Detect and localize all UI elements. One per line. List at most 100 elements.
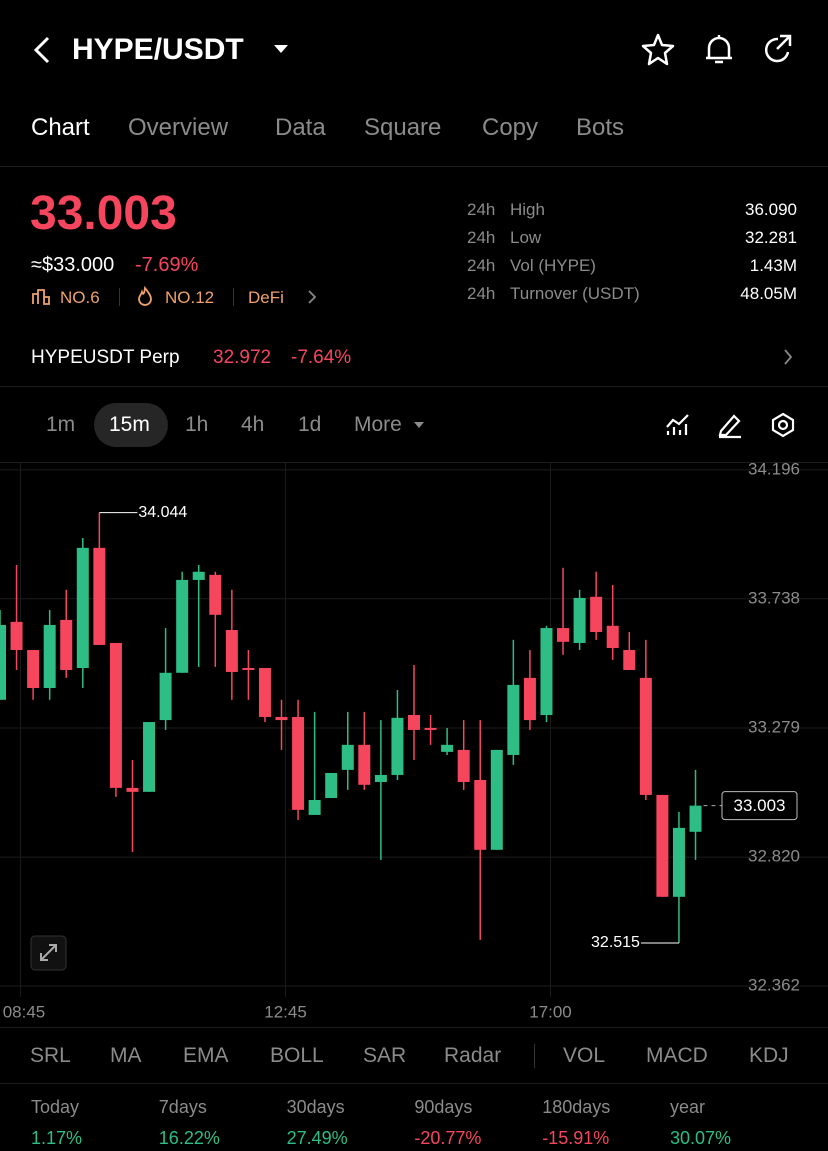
stat-label: Turnover (USDT) [510, 284, 640, 303]
x-tick-label: 12:45 [264, 1002, 307, 1021]
indicator[interactable]: Radar [444, 1044, 502, 1067]
y-tick-label: 32.362 [748, 976, 800, 995]
candle-body [523, 677, 536, 721]
candle-body [540, 628, 553, 716]
candle-body [557, 628, 570, 642]
more-caret[interactable] [413, 420, 425, 430]
timeframe[interactable]: 15m [109, 413, 150, 436]
candle-body [27, 649, 40, 688]
return-value: -15.91% [542, 1128, 610, 1148]
candle-body [93, 547, 106, 645]
candle-body [606, 625, 619, 649]
tab[interactable]: Copy [482, 114, 539, 141]
stat-value: 32.281 [745, 228, 797, 247]
indicator[interactable]: SAR [363, 1044, 407, 1067]
return-value: -20.77% [414, 1128, 482, 1148]
expand-button[interactable] [30, 935, 67, 971]
last-price-box [721, 791, 798, 821]
timeframe-selected [94, 403, 168, 447]
perp-name[interactable]: HYPEUSDT Perp [31, 347, 180, 368]
candle-body [408, 715, 420, 730]
rank[interactable]: NO.6 [60, 288, 100, 307]
candle-body [60, 619, 73, 670]
indicator-icon[interactable] [664, 411, 692, 439]
candle-body [292, 716, 305, 810]
candle-body [590, 596, 603, 632]
x-tick-label: 08:45 [3, 1002, 46, 1021]
candle-body [573, 597, 586, 643]
candle-body [358, 744, 371, 785]
timeframe[interactable]: 1m [46, 413, 76, 436]
divider [534, 1044, 535, 1068]
indicator[interactable]: SRL [30, 1044, 71, 1067]
candle-body [225, 630, 238, 672]
return-value: 27.49% [286, 1128, 348, 1148]
chevron[interactable] [781, 347, 795, 367]
hot-rank[interactable]: NO.12 [165, 288, 215, 307]
return-value: 30.07% [670, 1128, 732, 1148]
candlestick-chart: 34.196 33.738 33.279 32.820 32.362 08:45 12:45… [0, 462, 828, 1021]
candle-body [689, 805, 702, 832]
timeframe[interactable]: 1d [298, 413, 322, 436]
indicator[interactable]: KDJ [749, 1044, 789, 1067]
candle-body [325, 772, 338, 799]
perp-change: -7.64% [291, 347, 352, 368]
indicator[interactable]: EMA [183, 1044, 229, 1067]
chevron[interactable] [305, 288, 319, 306]
candle-body [441, 744, 454, 752]
back-button[interactable] [28, 34, 54, 66]
alert-icon[interactable] [701, 32, 737, 68]
return-period: 30days [286, 1097, 345, 1117]
divider [233, 288, 234, 306]
low-label: 32.515 [591, 934, 640, 951]
tab[interactable]: Data [275, 114, 326, 141]
candle-body [672, 827, 685, 897]
candle-body [109, 642, 122, 788]
candle-body [490, 749, 503, 850]
candle-body [374, 774, 387, 782]
tab[interactable]: Square [364, 114, 442, 141]
indicator[interactable]: BOLL [270, 1044, 324, 1067]
y-tick-label: 34.196 [748, 462, 800, 478]
stat-period: 24h [467, 284, 496, 303]
tab[interactable]: Bots [576, 114, 625, 141]
indicator[interactable]: MA [110, 1044, 142, 1067]
stat-value: 1.43M [749, 256, 797, 275]
timeframe[interactable]: 4h [241, 413, 265, 436]
candle-body [457, 749, 470, 782]
settings-icon[interactable] [769, 411, 797, 439]
draw-icon[interactable] [716, 411, 744, 439]
candle-body [76, 547, 89, 669]
return-value: 16.22% [158, 1128, 220, 1148]
candle-body [275, 716, 288, 721]
candle-body [10, 621, 23, 650]
y-tick-label: 33.738 [748, 588, 800, 607]
usd-price: ≈$33.000 [31, 254, 115, 276]
stat-period: 24h [467, 256, 496, 275]
candle-body [656, 794, 669, 897]
sector[interactable]: DeFi [248, 288, 284, 307]
return-period: Today [31, 1097, 80, 1117]
divider [119, 288, 120, 306]
stat-period: 24h [467, 228, 496, 247]
last-price-label: 33.003 [734, 796, 786, 815]
high-label: 34.044 [138, 504, 187, 521]
dropdown-icon[interactable] [272, 42, 290, 56]
indicator[interactable]: MACD [646, 1044, 708, 1067]
y-tick-label: 32.820 [748, 847, 800, 866]
favorite-icon[interactable] [640, 32, 676, 68]
candle-body [424, 727, 437, 730]
share-icon[interactable] [760, 32, 796, 68]
stat-label: Low [510, 228, 542, 247]
candle-body [623, 649, 636, 670]
pair-title[interactable]: HYPE/USDT [72, 33, 244, 66]
return-period: 180days [542, 1097, 611, 1117]
timeframe[interactable]: 1h [185, 413, 209, 436]
tab[interactable]: Chart [31, 114, 90, 141]
x-tick-label: 17:00 [529, 1002, 572, 1021]
timeframe[interactable]: More [354, 413, 402, 436]
indicator[interactable]: VOL [563, 1044, 606, 1067]
tab[interactable]: Overview [128, 114, 229, 141]
candle-body [507, 684, 520, 755]
